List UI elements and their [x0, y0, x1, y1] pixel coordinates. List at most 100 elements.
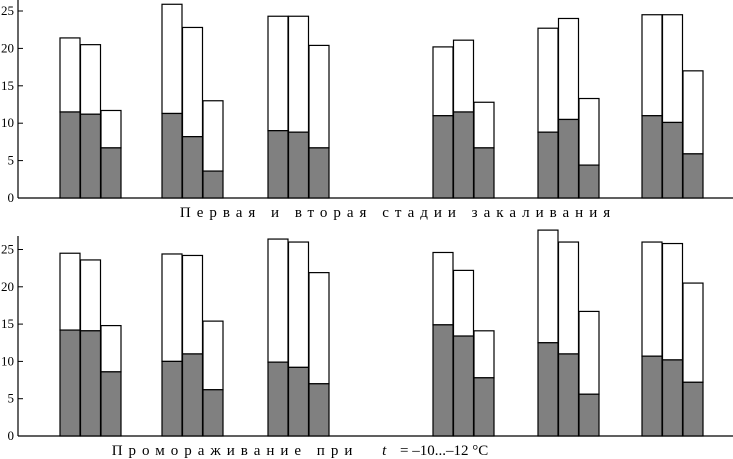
y-tick-label: 25	[1, 242, 14, 257]
bar-upper-segment	[641, 241, 663, 357]
chart-panel-hardening: 0 5 10 15 20 25 Первая и вторая стадии закали…	[1, 0, 733, 221]
bar-lower-segment	[682, 153, 704, 199]
bar-upper-segment	[202, 100, 224, 172]
bar-lower-segment	[661, 359, 684, 437]
bar-lower-segment	[79, 113, 102, 199]
bar-upper-segment	[578, 310, 600, 395]
y-tick-label: 25	[1, 3, 14, 18]
y-tick-label: 15	[1, 78, 14, 93]
bar-upper-segment	[308, 272, 330, 385]
bar-lower-segment	[161, 112, 183, 199]
bar-lower-segment	[432, 115, 454, 199]
bar-upper-segment	[473, 101, 495, 149]
y-tick-label: 10	[1, 115, 14, 130]
bar-group	[59, 37, 122, 199]
bar-group	[267, 15, 330, 199]
bar-upper-segment	[100, 109, 122, 149]
bar-lower-segment	[557, 118, 580, 199]
bar-lower-segment	[432, 324, 454, 437]
y-ticks: 0 5 10 15 20 25	[1, 3, 23, 205]
y-tick-label: 0	[8, 190, 15, 205]
bar-lower-segment	[452, 335, 475, 437]
bar-lower-segment	[641, 355, 663, 437]
bar-upper-segment	[202, 320, 224, 391]
bar-lower-segment	[287, 366, 310, 437]
bar-upper-segment	[641, 14, 663, 117]
bar-upper-segment	[181, 254, 204, 355]
bar-lower-segment	[202, 170, 224, 199]
bar-lower-segment	[537, 131, 559, 199]
bar-lower-segment	[59, 329, 81, 437]
bar-upper-segment	[557, 241, 580, 355]
bar-lower-segment	[181, 353, 204, 437]
caption-value: = –10...–12 °С	[400, 443, 488, 459]
bar-group	[161, 3, 224, 199]
bar-upper-segment	[682, 282, 704, 383]
bar-upper-segment	[267, 238, 289, 363]
bar-upper-segment	[100, 324, 122, 373]
chart-panel-freezing: 0 5 10 15 20 25 Промораживание при t = –10...…	[1, 229, 733, 459]
bar-lower-segment	[308, 147, 330, 199]
bar-group	[432, 251, 495, 437]
bar-upper-segment	[287, 15, 310, 133]
bar-upper-segment	[59, 37, 81, 113]
bar-upper-segment	[432, 251, 454, 326]
bar-upper-segment	[682, 70, 704, 155]
bar-lower-segment	[557, 353, 580, 437]
bar-upper-segment	[557, 17, 580, 121]
bar-upper-segment	[537, 27, 559, 133]
bar-lower-segment	[267, 130, 289, 199]
bar-upper-segment	[287, 241, 310, 368]
bar-upper-segment	[452, 39, 475, 113]
bar-group	[59, 252, 122, 437]
y-ticks: 0 5 10 15 20 25	[1, 242, 23, 443]
bar-group	[641, 241, 704, 437]
y-tick-label: 20	[1, 40, 14, 55]
bar-lower-segment	[473, 377, 495, 437]
bar-lower-segment	[537, 342, 559, 437]
caption-variable: t	[382, 443, 387, 459]
bar-lower-segment	[287, 131, 310, 199]
bar-upper-segment	[537, 229, 559, 344]
bar-lower-segment	[308, 383, 330, 437]
bar-lower-segment	[161, 360, 183, 437]
bar-upper-segment	[181, 26, 204, 138]
bar-lower-segment	[100, 371, 122, 437]
bar-lower-segment	[641, 115, 663, 199]
caption-text: Промораживание при	[112, 443, 359, 459]
bar-upper-segment	[452, 269, 475, 337]
bar-groups	[59, 229, 704, 437]
bar-lower-segment	[100, 147, 122, 199]
bar-lower-segment	[578, 393, 600, 437]
bar-lower-segment	[79, 330, 102, 437]
bar-lower-segment	[661, 121, 684, 199]
bar-upper-segment	[432, 46, 454, 117]
bar-lower-segment	[59, 111, 81, 199]
bar-lower-segment	[202, 389, 224, 437]
y-tick-label: 10	[1, 353, 14, 368]
bar-lower-segment	[181, 136, 204, 199]
bar-group	[267, 238, 330, 437]
bar-upper-segment	[59, 252, 81, 331]
y-tick-label: 0	[8, 428, 15, 443]
bar-group	[161, 253, 224, 437]
bar-lower-segment	[578, 164, 600, 199]
bar-upper-segment	[578, 97, 600, 166]
bar-lower-segment	[452, 111, 475, 199]
bar-group	[537, 229, 600, 437]
bar-group	[537, 17, 600, 199]
bar-group	[432, 39, 495, 199]
bar-upper-segment	[79, 259, 102, 332]
bar-upper-segment	[267, 15, 289, 132]
bar-lower-segment	[473, 147, 495, 199]
bar-lower-segment	[682, 381, 704, 437]
bar-groups	[59, 3, 704, 199]
panel-caption: Первая и вторая стадии закаливания	[180, 205, 616, 221]
y-tick-label: 5	[8, 153, 15, 168]
bar-group	[641, 14, 704, 199]
bar-upper-segment	[79, 44, 102, 115]
bar-lower-segment	[267, 361, 289, 437]
bar-upper-segment	[661, 242, 684, 361]
bar-upper-segment	[661, 14, 684, 124]
